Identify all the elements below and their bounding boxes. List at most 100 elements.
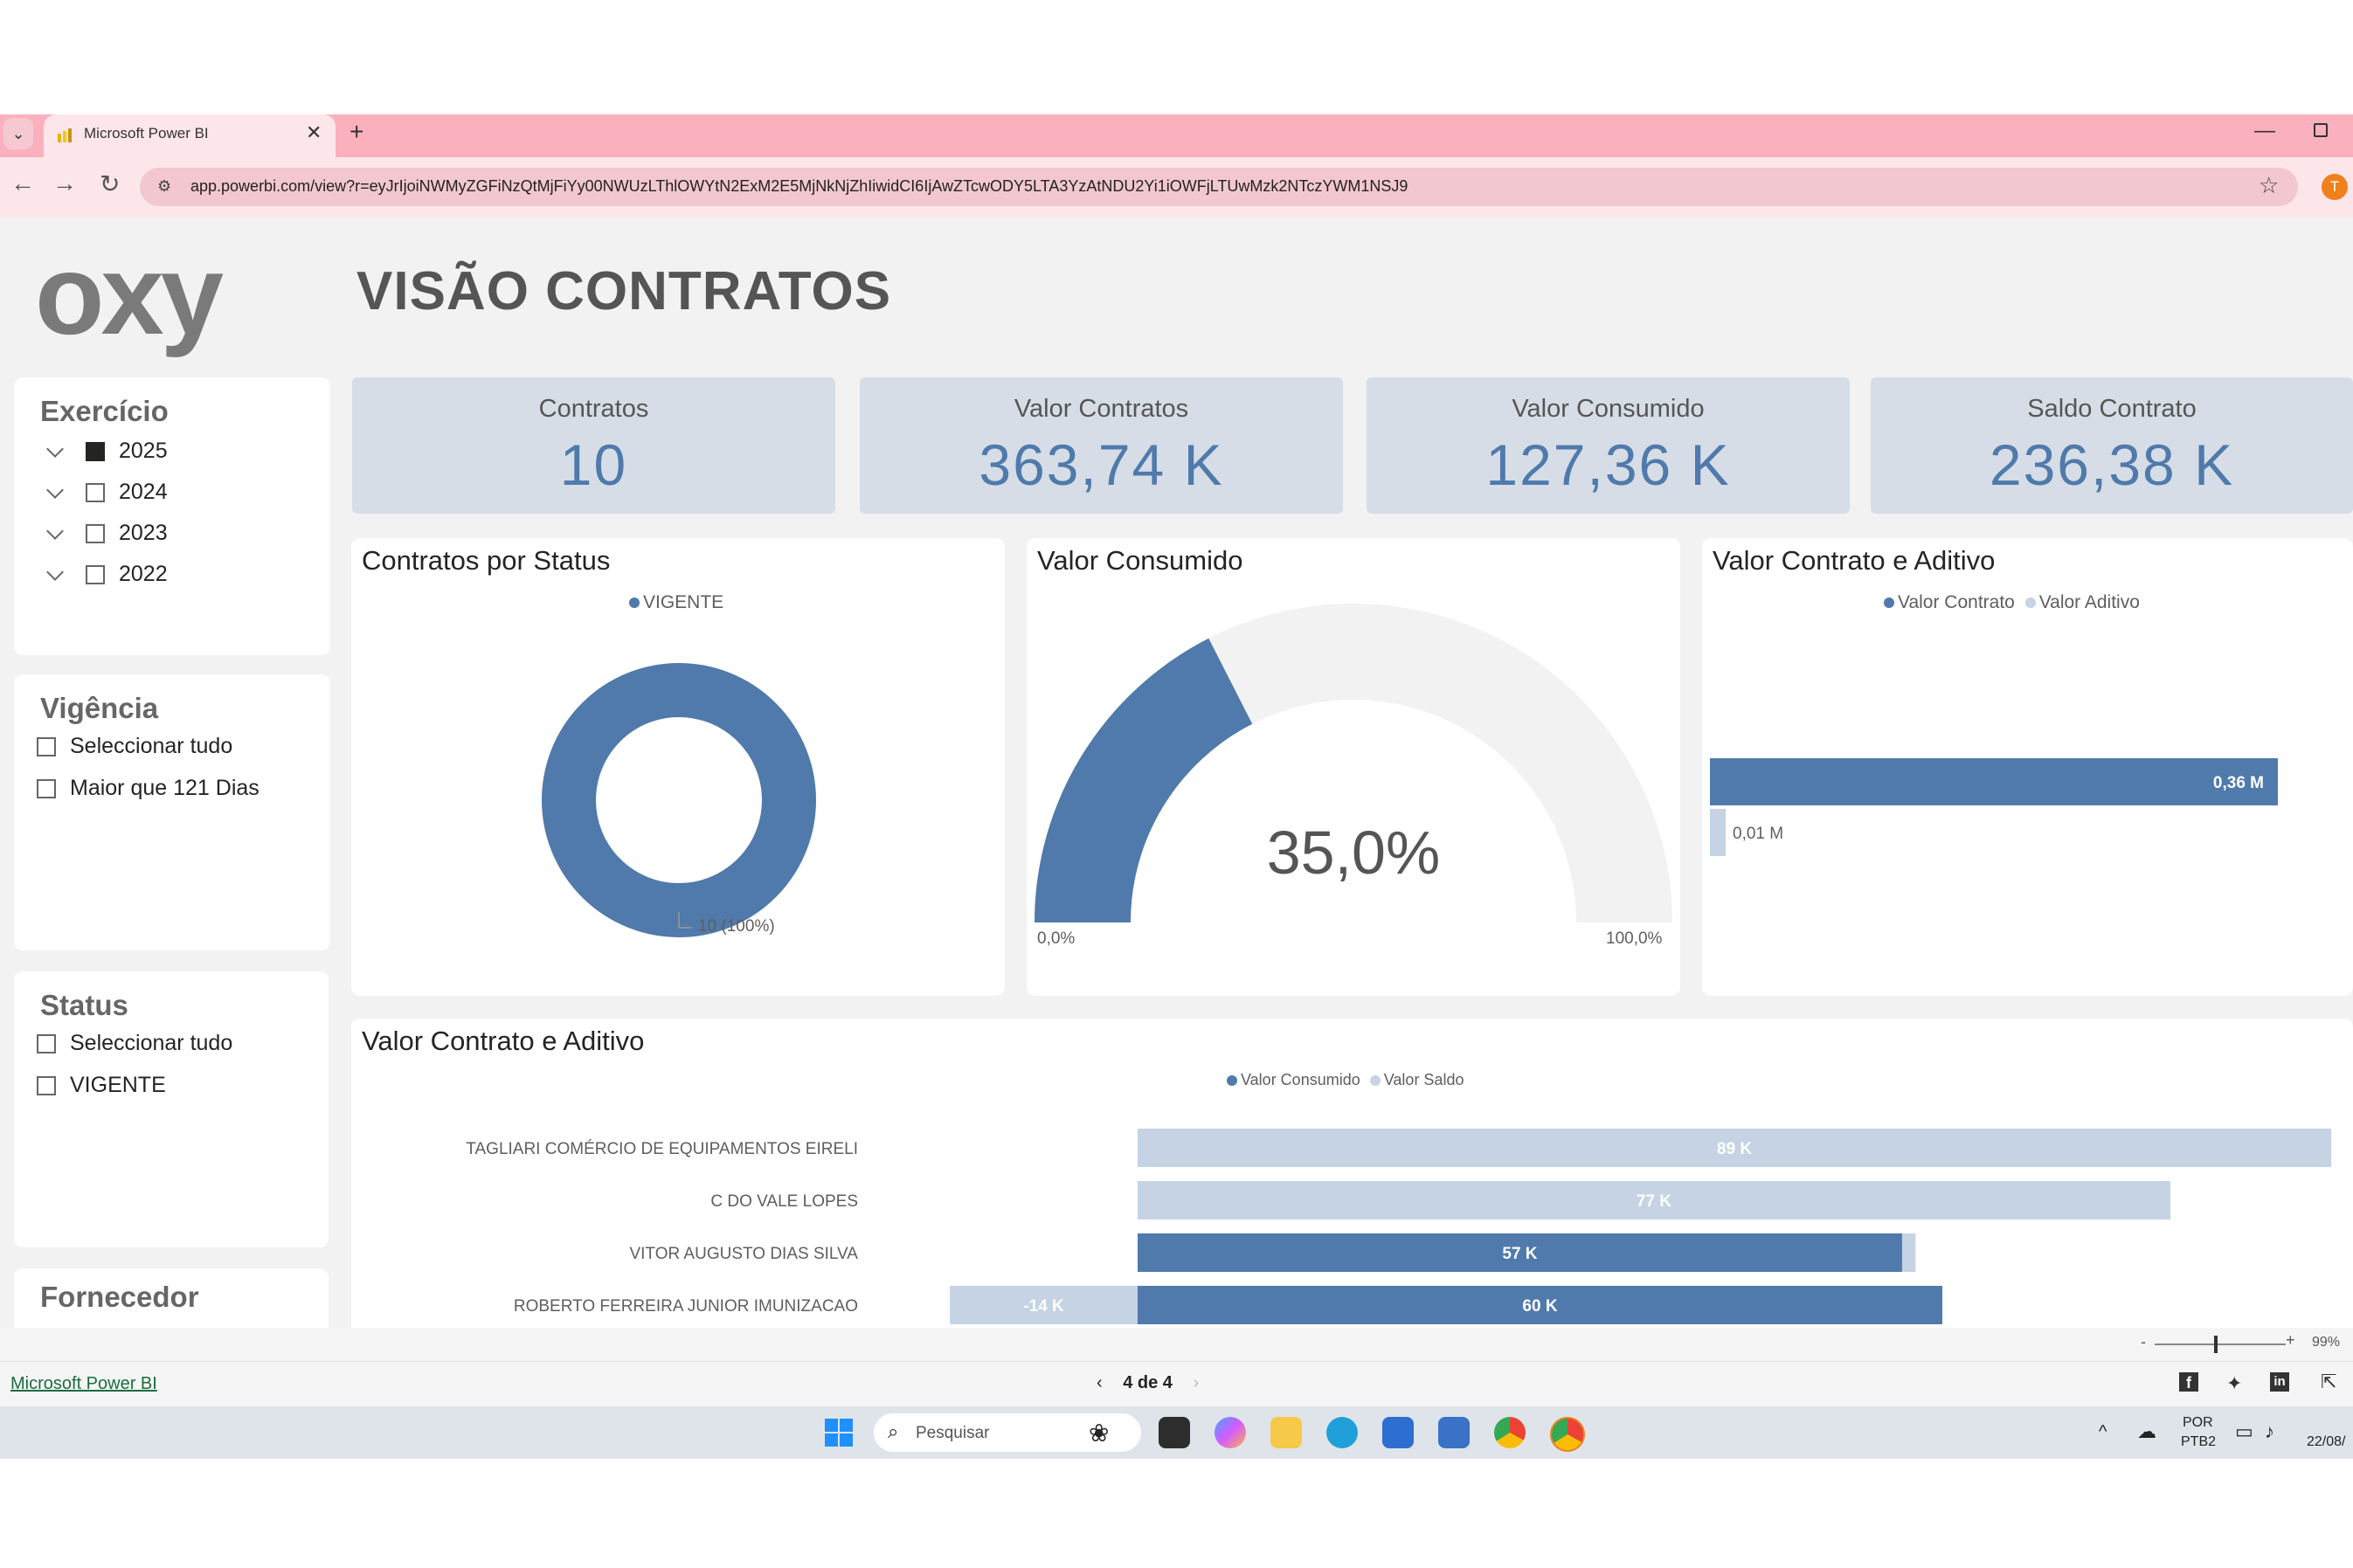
checkbox[interactable] bbox=[86, 524, 105, 544]
kpi-label: Contratos bbox=[538, 395, 649, 423]
zoom-in-button[interactable]: + bbox=[2286, 1331, 2295, 1349]
slicer-item-vigente[interactable]: VIGENTE bbox=[37, 1073, 166, 1098]
bar-label-valor-aditivo: 0,01 M bbox=[1733, 825, 1783, 843]
zoom-slider-thumb[interactable] bbox=[2214, 1336, 2218, 1353]
checkbox[interactable] bbox=[37, 1034, 56, 1054]
share-icon[interactable]: ⇱ bbox=[2321, 1371, 2337, 1392]
facebook-share-icon[interactable]: f bbox=[2179, 1372, 2198, 1392]
minimize-button[interactable]: — bbox=[2254, 119, 2275, 142]
store-icon[interactable] bbox=[1382, 1417, 1414, 1448]
browser-tab[interactable]: Microsoft Power BI ✕ bbox=[44, 114, 336, 157]
checkbox[interactable] bbox=[37, 737, 56, 757]
slicer-title: Exercício bbox=[40, 395, 169, 427]
url-bar[interactable]: ⚙ app.powerbi.com/view?r=eyJrIjoiNWMyZGF… bbox=[140, 168, 2298, 206]
bar-valor-saldo[interactable] bbox=[1138, 1181, 2170, 1219]
checkbox[interactable] bbox=[37, 779, 56, 799]
slicer-item-maior-121[interactable]: Maior que 121 Dias bbox=[37, 776, 260, 801]
chart-valor-consumido-gauge[interactable]: Valor Consumido 35,0% 0,0% 100,0% bbox=[1027, 538, 1680, 996]
chevron-down-icon[interactable] bbox=[46, 440, 64, 459]
twitter-share-icon[interactable]: ✦ bbox=[2226, 1372, 2243, 1394]
language-layout[interactable]: PTB2 bbox=[2181, 1434, 2217, 1449]
chart-title: Valor Contrato e Aditivo bbox=[1713, 545, 1996, 576]
bar-valor-contrato[interactable] bbox=[1710, 758, 2278, 805]
checkbox[interactable] bbox=[86, 483, 105, 503]
slicer-title: Fornecedor bbox=[40, 1281, 199, 1313]
chart-fornecedores[interactable]: Valor Contrato e Aditivo Valor Consumido… bbox=[351, 1019, 2353, 1328]
bar-valor-saldo[interactable] bbox=[1901, 1233, 1916, 1272]
bar-valor-saldo[interactable] bbox=[950, 1286, 1138, 1324]
legend-dot bbox=[2024, 597, 2036, 609]
kpi-value: 363,74 K bbox=[979, 432, 1224, 497]
checkbox-checked[interactable] bbox=[86, 442, 105, 462]
zoom-out-button[interactable]: - bbox=[2141, 1333, 2146, 1350]
volume-icon[interactable]: ♪ bbox=[2265, 1420, 2274, 1442]
chevron-down-icon[interactable] bbox=[46, 563, 64, 582]
powerbi-link[interactable]: Microsoft Power BI bbox=[10, 1374, 157, 1393]
network-icon[interactable]: ▭ bbox=[2235, 1420, 2253, 1442]
zoom-slider-track[interactable] bbox=[2155, 1344, 2286, 1345]
chevron-down-icon[interactable] bbox=[46, 481, 64, 500]
kpi-card-valor-consumido[interactable]: Valor Consumido 127,36 K bbox=[1367, 377, 1850, 514]
tab-search-button[interactable]: ⌄ bbox=[3, 118, 33, 149]
bar-valor-consumido[interactable] bbox=[1138, 1286, 1942, 1324]
slicer-item-select-all[interactable]: Seleccionar tudo bbox=[37, 1031, 232, 1056]
slicer-item-2023[interactable]: 2023 bbox=[40, 521, 168, 546]
oxy-logo: oxy bbox=[35, 231, 224, 358]
task-view-icon[interactable] bbox=[1159, 1417, 1190, 1448]
next-page-button[interactable]: › bbox=[1193, 1373, 1200, 1392]
bar-label-valor-consumido: 60 K bbox=[1522, 1297, 1557, 1316]
windows-start-icon[interactable] bbox=[825, 1419, 853, 1447]
slicer-fornecedor: Fornecedor bbox=[14, 1268, 329, 1328]
bar-valor-aditivo[interactable] bbox=[1710, 809, 1727, 856]
slicer-item-2024[interactable]: 2024 bbox=[40, 480, 168, 505]
slicer-item-2022[interactable]: 2022 bbox=[40, 562, 168, 587]
gauge-fill[interactable] bbox=[1035, 638, 1253, 922]
checkbox[interactable] bbox=[37, 1076, 56, 1096]
bar-valor-saldo[interactable] bbox=[1138, 1129, 2332, 1167]
chart-contratos-por-status[interactable]: Contratos por Status VIGENTE 10 (100%) bbox=[351, 538, 1005, 996]
chrome-icon[interactable] bbox=[1494, 1417, 1526, 1448]
gauge-min-label: 0,0% bbox=[1037, 929, 1076, 948]
bookmark-star-icon[interactable]: ☆ bbox=[2259, 172, 2280, 198]
taskbar-search[interactable]: ⌕ Pesquisar ❀ bbox=[874, 1413, 1141, 1452]
profile-avatar[interactable]: T bbox=[2322, 174, 2348, 200]
slicer-item-2025[interactable]: 2025 bbox=[40, 439, 168, 464]
tab-close-icon[interactable]: ✕ bbox=[306, 121, 322, 143]
new-tab-button[interactable]: + bbox=[349, 118, 364, 145]
tray-overflow-icon[interactable]: ^ bbox=[2099, 1422, 2107, 1441]
slicer-status: Status Seleccionar tudo VIGENTE bbox=[14, 971, 329, 1247]
clock-date[interactable]: 22/08/ bbox=[2307, 1434, 2346, 1449]
copilot-icon[interactable] bbox=[1215, 1417, 1246, 1448]
linkedin-share-icon[interactable]: in bbox=[2270, 1372, 2289, 1392]
gauge-value: 35,0% bbox=[1266, 819, 1441, 887]
donut-slice-vigente[interactable] bbox=[542, 663, 816, 937]
search-placeholder: Pesquisar bbox=[916, 1424, 990, 1442]
kpi-card-valor-contratos[interactable]: Valor Contratos 363,74 K bbox=[860, 377, 1343, 514]
chart-valor-contrato-aditivo[interactable]: Valor Contrato e Aditivo Valor Contrato … bbox=[1702, 538, 2353, 996]
language-indicator[interactable]: POR bbox=[2183, 1415, 2213, 1430]
chevron-down-icon[interactable] bbox=[46, 522, 64, 541]
bar-valor-consumido[interactable] bbox=[1138, 1233, 1902, 1272]
prev-page-button[interactable]: ‹ bbox=[1097, 1373, 1103, 1392]
browser-tab-strip bbox=[0, 114, 2353, 157]
tab-title: Microsoft Power BI bbox=[84, 125, 209, 142]
kpi-card-saldo-contrato[interactable]: Saldo Contrato 236,38 K bbox=[1871, 377, 2353, 514]
edge-icon[interactable] bbox=[1326, 1417, 1358, 1448]
url-text[interactable]: app.powerbi.com/view?r=eyJrIjoiNWMyZGFiN… bbox=[190, 177, 1408, 195]
back-icon[interactable]: ← bbox=[10, 169, 35, 197]
slicer-item-select-all[interactable]: Seleccionar tudo bbox=[37, 734, 232, 759]
page-navigation: ‹ 4 de 4 › bbox=[1097, 1373, 1199, 1393]
slicer-item-label: 2023 bbox=[119, 521, 168, 545]
chrome-profile-icon[interactable] bbox=[1550, 1417, 1585, 1452]
checkbox[interactable] bbox=[86, 565, 105, 585]
site-settings-icon[interactable]: ⚙ bbox=[157, 177, 172, 195]
cloud-off-icon[interactable]: ☁ bbox=[2137, 1420, 2156, 1442]
legend-label: Valor Consumido bbox=[1241, 1071, 1360, 1088]
word-app-icon[interactable] bbox=[1438, 1417, 1470, 1448]
slicer-title: Vigência bbox=[40, 692, 159, 724]
restore-window-button[interactable] bbox=[2314, 123, 2328, 137]
file-explorer-icon[interactable] bbox=[1270, 1417, 1302, 1448]
kpi-card-contratos[interactable]: Contratos 10 bbox=[352, 377, 835, 514]
forward-icon[interactable]: → bbox=[52, 169, 77, 197]
reload-icon[interactable]: ↻ bbox=[100, 170, 121, 197]
